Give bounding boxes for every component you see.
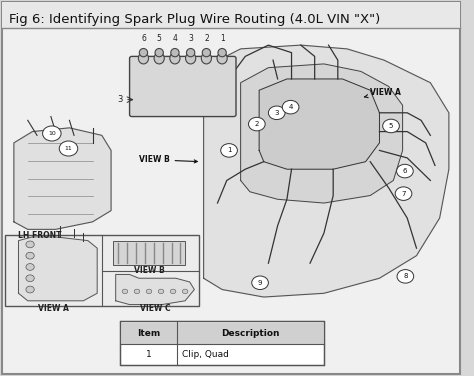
Polygon shape (204, 45, 449, 297)
Circle shape (395, 187, 412, 200)
Circle shape (397, 164, 413, 178)
Polygon shape (14, 128, 111, 229)
Circle shape (268, 106, 285, 120)
Text: 2: 2 (255, 121, 259, 127)
Text: 1: 1 (220, 34, 225, 43)
Circle shape (158, 289, 164, 294)
Text: 4: 4 (288, 104, 293, 110)
Text: 1: 1 (227, 147, 231, 153)
Text: 8: 8 (403, 273, 408, 279)
Text: VIEW B: VIEW B (139, 155, 197, 164)
Ellipse shape (155, 49, 164, 57)
Text: 5: 5 (157, 34, 162, 43)
Circle shape (383, 119, 400, 133)
Circle shape (26, 252, 34, 259)
Ellipse shape (202, 49, 210, 57)
Bar (120, 321, 324, 365)
Ellipse shape (185, 53, 196, 64)
Text: 7: 7 (401, 191, 406, 197)
Circle shape (146, 289, 152, 294)
Text: 3: 3 (188, 34, 193, 43)
Text: VIEW B: VIEW B (134, 266, 164, 275)
Text: 6: 6 (141, 34, 146, 43)
Ellipse shape (186, 49, 195, 57)
Circle shape (26, 241, 34, 248)
Text: Clip, Quad: Clip, Quad (182, 350, 229, 359)
Text: LH FRONT: LH FRONT (18, 231, 61, 240)
Circle shape (221, 144, 237, 157)
Bar (2, 2, 460, 28)
Text: Item: Item (137, 329, 160, 338)
FancyBboxPatch shape (2, 2, 460, 374)
Text: 3: 3 (117, 95, 123, 104)
Text: 6: 6 (402, 168, 407, 174)
Circle shape (134, 289, 140, 294)
Polygon shape (116, 274, 194, 305)
Ellipse shape (217, 53, 227, 64)
Text: VIEW C: VIEW C (140, 304, 170, 313)
Ellipse shape (218, 49, 226, 57)
Circle shape (170, 289, 176, 294)
Ellipse shape (138, 53, 148, 64)
Polygon shape (18, 237, 97, 301)
FancyBboxPatch shape (129, 56, 236, 117)
Bar (113, 241, 185, 265)
Circle shape (252, 276, 268, 290)
Circle shape (283, 100, 299, 114)
Text: 9: 9 (258, 280, 262, 286)
Text: VIEW A: VIEW A (365, 88, 401, 98)
Circle shape (122, 289, 128, 294)
Ellipse shape (170, 53, 180, 64)
Text: Fig 6: Identifying Spark Plug Wire Routing (4.0L VIN "X"): Fig 6: Identifying Spark Plug Wire Routi… (9, 13, 381, 26)
Polygon shape (241, 64, 402, 203)
Text: 11: 11 (64, 146, 73, 151)
Circle shape (397, 270, 414, 283)
Bar (5, 235, 199, 306)
Text: 2: 2 (204, 34, 209, 43)
Text: 4: 4 (173, 34, 177, 43)
Ellipse shape (154, 53, 164, 64)
Bar (120, 323, 324, 344)
Text: 1: 1 (146, 350, 152, 359)
Circle shape (182, 289, 188, 294)
Ellipse shape (201, 53, 211, 64)
Text: Description: Description (221, 329, 280, 338)
Circle shape (248, 117, 265, 131)
Ellipse shape (171, 49, 179, 57)
Text: VIEW A: VIEW A (38, 304, 69, 313)
Text: 5: 5 (389, 123, 393, 129)
Polygon shape (259, 79, 380, 169)
Circle shape (43, 126, 61, 141)
Circle shape (26, 286, 34, 293)
Text: 10: 10 (48, 131, 56, 136)
Text: 3: 3 (274, 110, 279, 116)
Ellipse shape (139, 49, 147, 57)
Circle shape (26, 275, 34, 282)
Circle shape (59, 141, 78, 156)
Circle shape (26, 264, 34, 270)
